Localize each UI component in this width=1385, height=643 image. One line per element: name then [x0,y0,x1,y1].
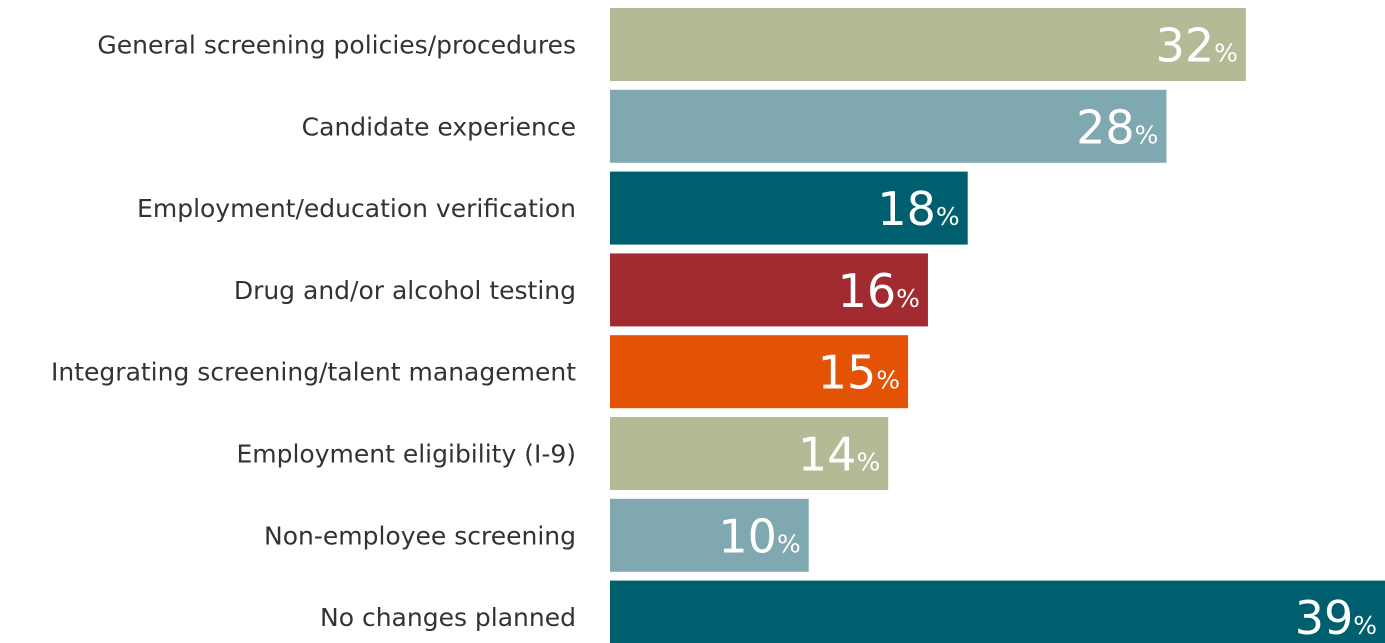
bar [610,580,1385,643]
category-label: Non-employee screening [264,521,576,550]
category-label: Employment eligibility (I-9) [236,440,576,469]
bar [610,253,928,327]
category-label: No changes planned [320,603,576,632]
category-label: Drug and/or alcohol testing [234,276,576,305]
value-label: 28% [1076,100,1158,154]
bar [610,8,1246,81]
value-label: 32% [1156,18,1238,72]
bar [610,89,1167,163]
bar [610,171,968,245]
bar [610,335,909,409]
category-label: General screening policies/procedures [97,31,576,60]
value-label: 14% [798,427,880,481]
bar [610,417,889,490]
category-label: Employment/education verification [137,194,576,223]
value-label: 18% [877,182,959,236]
bar [610,498,809,572]
category-label: Integrating screening/talent management [51,358,576,387]
category-label: Candidate experience [302,112,576,141]
value-label: 10% [718,509,800,563]
value-label: 16% [838,263,920,317]
value-label: 15% [818,345,900,399]
value-label: 39% [1295,591,1377,643]
